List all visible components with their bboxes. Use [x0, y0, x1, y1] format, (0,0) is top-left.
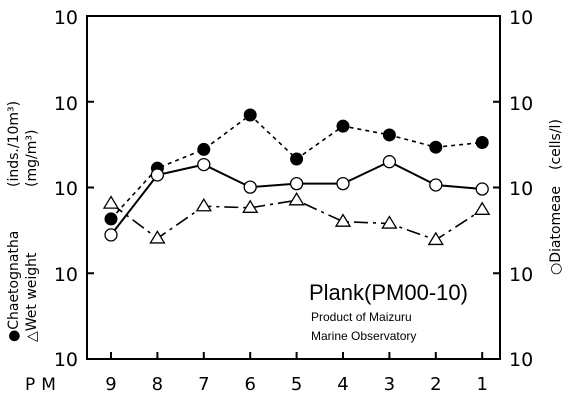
left-tick-label: 10	[54, 349, 78, 371]
data-point-wet-weight	[149, 230, 166, 244]
data-point-chaetognatha	[290, 152, 304, 166]
right-tick-label: 10	[509, 93, 533, 115]
data-point-diatomeae	[197, 157, 211, 172]
annotation-title: Plank(PM00-10)	[309, 280, 468, 305]
data-point-chaetognatha	[475, 135, 489, 149]
annotation-line2: Marine Observatory	[311, 329, 416, 343]
data-point-diatomeae	[382, 155, 397, 169]
data-point-wet-weight	[474, 201, 491, 215]
left-axis-ticks	[87, 15, 94, 360]
left-tick-label: 10	[54, 264, 78, 286]
series-line-wet-weight	[110, 199, 483, 241]
x-tick-label: 1	[476, 374, 487, 395]
data-point-wet-weight	[334, 213, 352, 227]
series-wet-weight	[102, 192, 491, 246]
right-axis-legend-diatomeae: ○Diatomeae	[548, 186, 564, 275]
x-tick-label: 4	[337, 374, 348, 395]
x-tick-label: 6	[244, 374, 255, 395]
data-point-chaetognatha	[429, 140, 443, 154]
data-point-chaetognatha	[243, 108, 257, 122]
data-point-diatomeae	[150, 168, 165, 182]
series-diatomeae	[104, 155, 489, 242]
x-tick-label: 2	[430, 374, 441, 395]
data-point-chaetognatha	[104, 212, 118, 226]
data-point-wet-weight	[288, 192, 305, 206]
x-tick-label: 5	[291, 374, 302, 395]
data-point-diatomeae	[289, 176, 304, 191]
data-point-diatomeae	[336, 176, 350, 191]
data-point-wet-weight	[427, 231, 444, 246]
right-tick-label: 10	[509, 7, 533, 29]
right-tick-label: 10	[509, 349, 533, 371]
left-axis-legend-wet-weight: △Wet weight	[24, 252, 40, 342]
data-point-diatomeae	[243, 180, 257, 194]
series-layer	[102, 108, 491, 246]
right-tick-label: 10	[509, 264, 533, 286]
left-tick-label: 10	[54, 93, 78, 115]
right-axis-units: (cells/l)	[548, 119, 564, 170]
bottom-axis-ticks	[110, 352, 484, 359]
x-axis-tick-labels: 9 8 7 6 5 4 3 2 1	[105, 374, 488, 395]
data-point-chaetognatha	[336, 119, 350, 133]
data-point-chaetognatha	[197, 142, 211, 156]
x-tick-label: 7	[198, 374, 209, 395]
x-tick-label: 8	[152, 374, 163, 395]
data-point-diatomeae	[429, 178, 443, 192]
right-axis-ticks	[493, 15, 500, 360]
left-axis-legend-chaetognatha: ●Chaetognatha	[6, 231, 22, 342]
data-point-wet-weight	[381, 215, 398, 229]
left-axis-units-line1: (inds./10m³)	[6, 101, 22, 187]
left-axis-units-line2: (mg/m³)	[24, 130, 40, 187]
data-point-diatomeae	[104, 228, 118, 242]
data-point-wet-weight	[242, 199, 259, 213]
left-tick-label: 10	[54, 7, 78, 29]
annotation-line1: Product of Maizuru	[311, 310, 412, 324]
data-point-chaetognatha	[382, 128, 396, 142]
x-tick-label: 9	[105, 374, 116, 395]
data-point-wet-weight	[102, 195, 120, 209]
left-tick-label: 10	[54, 178, 78, 200]
series-chaetognatha	[104, 108, 489, 226]
x-axis-prefix-label: PM	[25, 375, 62, 395]
x-tick-label: 3	[384, 374, 395, 395]
data-point-diatomeae	[475, 182, 489, 196]
right-tick-label: 10	[509, 178, 533, 200]
data-point-wet-weight	[195, 197, 212, 212]
